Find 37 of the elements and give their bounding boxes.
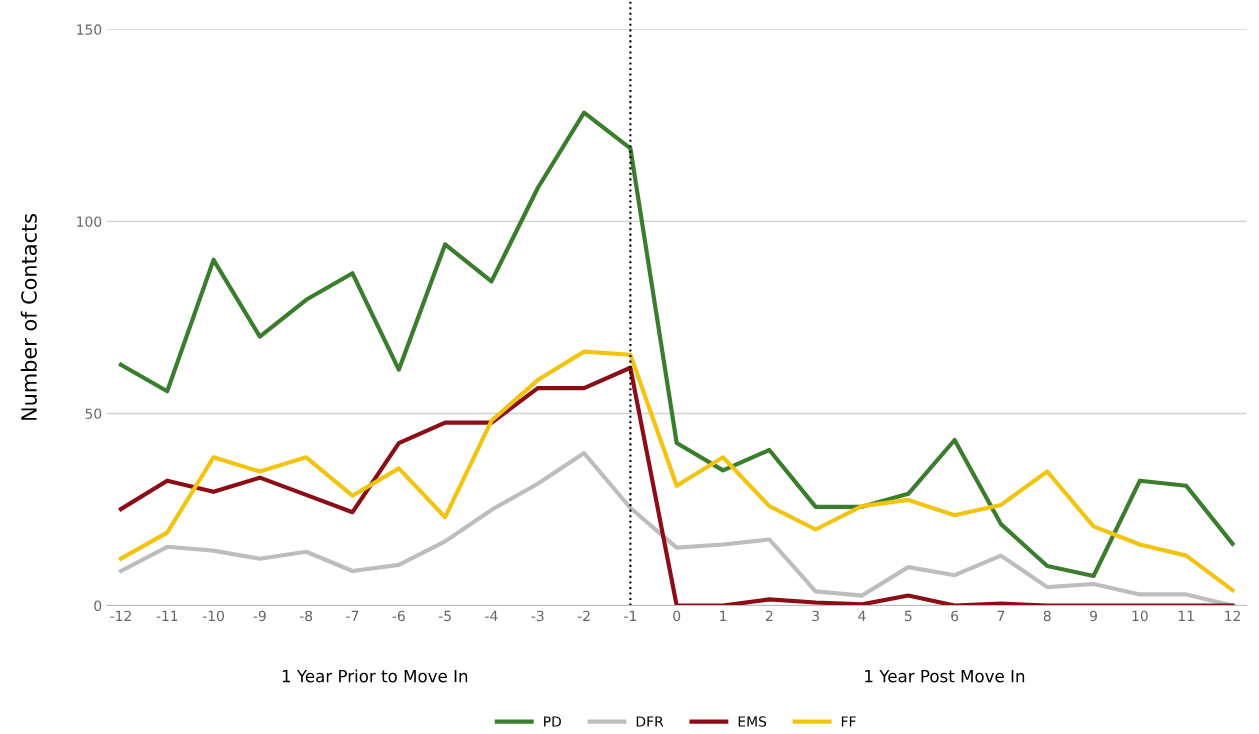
x-tick-label: 2 xyxy=(765,610,773,621)
legend-label: PD xyxy=(544,716,561,727)
x-tick-label: -3 xyxy=(531,610,544,622)
x-tick-label: 6 xyxy=(951,610,959,622)
y-tick-label: 0 xyxy=(94,600,102,612)
text: 1 Year Prior to Move In xyxy=(282,669,468,683)
y-tick-label: 50 xyxy=(85,408,102,419)
y-tick-label: 150 xyxy=(77,24,102,35)
text: 1 Year Post Move In xyxy=(865,670,1025,683)
x-tick-label: 11 xyxy=(1178,610,1194,621)
x-tick-label: -10 xyxy=(202,610,224,622)
x-tick-label: 0 xyxy=(673,610,681,622)
y-axis-title: Number of Contacts xyxy=(20,214,37,420)
x-tick-label: -11 xyxy=(156,610,178,621)
line-series xyxy=(118,110,1235,579)
x-tick-label: 8 xyxy=(1043,610,1051,622)
x-tick-label: 3 xyxy=(812,610,819,622)
x-tick-label: 7 xyxy=(997,610,1005,621)
x-tick-label: 9 xyxy=(1090,610,1098,622)
x-tick-label: 5 xyxy=(904,610,912,622)
y-tick-label: 100 xyxy=(77,216,102,227)
x-tick-label: -5 xyxy=(438,610,451,622)
legend-label: FF xyxy=(841,716,856,727)
x-tick-label: -7 xyxy=(346,610,359,621)
legend-label: DFR xyxy=(636,716,664,727)
x-tick-label: 10 xyxy=(1132,610,1148,622)
x-tick-label: -12 xyxy=(110,610,131,621)
x-tick-label: 12 xyxy=(1225,610,1240,621)
x-tick-label: -4 xyxy=(485,610,498,621)
x-tick-label: -8 xyxy=(299,610,313,622)
x-tick-label: 4 xyxy=(858,610,866,621)
x-tick-label: -9 xyxy=(253,610,266,622)
x-tick-label: -2 xyxy=(577,610,590,621)
legend-label: EMS xyxy=(738,716,767,727)
x-tick-label: 1 xyxy=(720,610,727,621)
x-tick-label: -6 xyxy=(392,610,405,622)
x-tick-label: -1 xyxy=(624,610,637,621)
